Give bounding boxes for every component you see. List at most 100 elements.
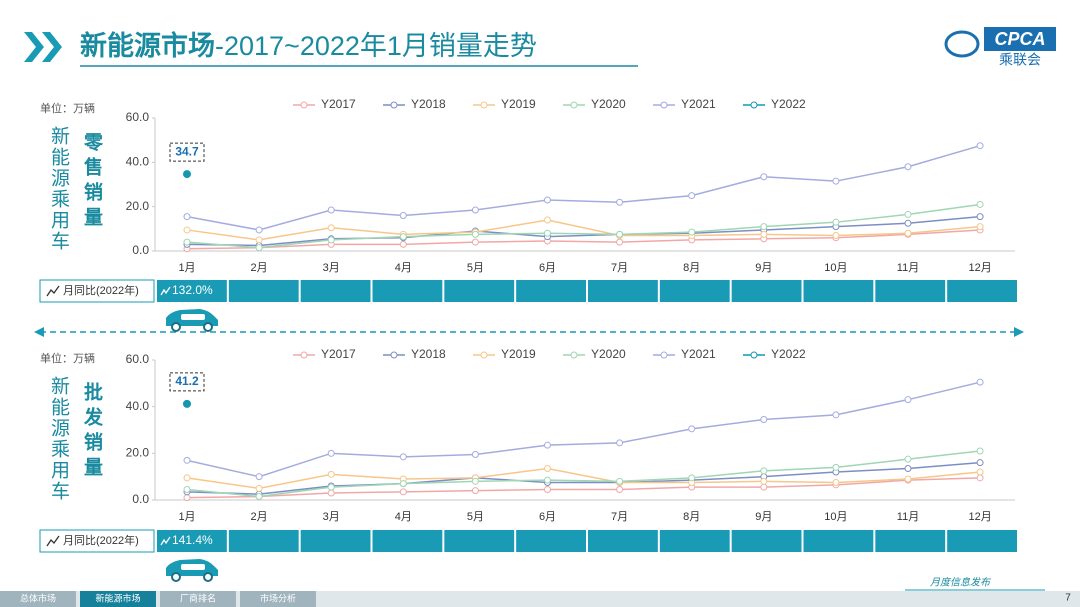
legend-marker bbox=[660, 101, 668, 109]
data-point bbox=[904, 396, 912, 404]
x-tick-label: 3月 bbox=[323, 511, 340, 523]
yoy-label: 月同比(2022年) bbox=[63, 283, 139, 297]
x-tick-label: 4月 bbox=[395, 262, 412, 274]
yoy-cell bbox=[300, 280, 371, 302]
x-tick-label: 7月 bbox=[611, 262, 628, 274]
legend-label: Y2019 bbox=[501, 347, 536, 361]
yoy-icon bbox=[46, 535, 60, 547]
y-tick-label: 40.0 bbox=[126, 155, 150, 169]
x-tick-label: 10月 bbox=[824, 262, 847, 274]
data-point bbox=[327, 470, 335, 478]
footer-tab bbox=[0, 591, 76, 607]
legend-marker bbox=[480, 351, 488, 359]
data-point bbox=[255, 244, 263, 252]
legend-marker bbox=[660, 351, 668, 359]
data-point bbox=[327, 224, 335, 232]
y-tick-label: 60.0 bbox=[126, 110, 150, 124]
legend-marker bbox=[390, 101, 398, 109]
legend-label: Y2021 bbox=[681, 97, 716, 111]
data-point bbox=[399, 453, 407, 461]
y-tick-label: 40.0 bbox=[126, 399, 150, 413]
data-point bbox=[760, 230, 768, 238]
data-point bbox=[832, 177, 840, 185]
data-point bbox=[616, 230, 624, 238]
data-point bbox=[616, 198, 624, 206]
legend-marker bbox=[300, 351, 308, 359]
legend-label: Y2019 bbox=[501, 97, 536, 111]
data-point bbox=[544, 229, 551, 237]
series-line bbox=[186, 477, 981, 499]
footer-tab bbox=[240, 591, 316, 607]
x-tick-label: 8月 bbox=[683, 511, 700, 523]
data-point bbox=[760, 416, 768, 423]
title-rest: -2017~2022年1月销量走势 bbox=[215, 31, 537, 61]
footer-tab bbox=[160, 591, 236, 607]
data-point bbox=[904, 455, 912, 463]
data-point bbox=[832, 411, 840, 419]
data-point bbox=[327, 236, 335, 244]
legend-label: Y2020 bbox=[591, 347, 626, 361]
x-tick-label: 10月 bbox=[824, 511, 847, 523]
x-tick-label: 2月 bbox=[251, 511, 268, 523]
side-label: 新能源乘用车 bbox=[48, 376, 69, 502]
series-line bbox=[186, 461, 981, 495]
data-point bbox=[976, 213, 984, 221]
yoy-label: 月同比(2022年) bbox=[63, 533, 139, 547]
data-point bbox=[471, 487, 479, 495]
title-main: 新能源市场 bbox=[80, 30, 215, 61]
yoy-value: 132.0% bbox=[172, 283, 213, 297]
data-point bbox=[399, 212, 407, 220]
x-tick-label: 3月 bbox=[323, 262, 340, 274]
data-point bbox=[255, 236, 263, 244]
data-point bbox=[471, 451, 479, 458]
data-point bbox=[183, 486, 191, 493]
data-point bbox=[183, 494, 191, 502]
data-point bbox=[760, 173, 768, 181]
legend-label: Y2020 bbox=[591, 97, 626, 111]
car-wheel bbox=[171, 322, 181, 332]
unit-label: 单位：万辆 bbox=[40, 353, 95, 365]
series-line bbox=[186, 229, 981, 250]
car-wheel bbox=[203, 572, 213, 582]
yoy-cell bbox=[731, 530, 802, 552]
data-point bbox=[544, 476, 551, 484]
data-point bbox=[327, 489, 335, 497]
data-point bbox=[688, 474, 696, 482]
side-label: 新能源乘用车 bbox=[48, 126, 69, 252]
x-tick-label: 1月 bbox=[178, 262, 195, 274]
footer-caption: 月度信息发布 bbox=[930, 577, 992, 589]
legend-marker bbox=[570, 351, 578, 359]
data-label-box bbox=[169, 372, 205, 392]
data-point bbox=[760, 467, 768, 475]
data-point bbox=[976, 142, 984, 150]
data-point bbox=[832, 231, 840, 239]
legend-label: Y2017 bbox=[321, 347, 356, 361]
data-point bbox=[832, 218, 840, 226]
footer-tab-label: 市场分析 bbox=[260, 592, 296, 603]
car-window bbox=[181, 314, 205, 320]
data-point bbox=[976, 468, 984, 476]
x-tick-label: 12月 bbox=[968, 511, 991, 523]
series-line bbox=[186, 467, 981, 490]
data-point bbox=[616, 477, 624, 485]
data-point bbox=[904, 229, 912, 237]
y-tick-label: 0.0 bbox=[132, 492, 149, 506]
logo-sub: 乘联会 bbox=[999, 52, 1041, 68]
yoy-cell bbox=[731, 280, 802, 302]
x-tick-label: 6月 bbox=[539, 511, 556, 523]
y-tick-label: 20.0 bbox=[126, 199, 150, 213]
data-point bbox=[544, 196, 551, 204]
yoy-cell bbox=[659, 530, 730, 552]
legend-label: Y2021 bbox=[681, 347, 716, 361]
yoy-cell bbox=[228, 280, 299, 302]
yoy-icon bbox=[46, 285, 60, 297]
data-point bbox=[760, 223, 768, 231]
legend-label: Y2022 bbox=[771, 97, 806, 111]
yoy-cell bbox=[803, 280, 874, 302]
data-point bbox=[544, 465, 551, 472]
data-label-box bbox=[169, 142, 205, 162]
data-label: 34.7 bbox=[175, 144, 199, 158]
legend-marker bbox=[390, 351, 398, 359]
data-point bbox=[976, 200, 984, 208]
